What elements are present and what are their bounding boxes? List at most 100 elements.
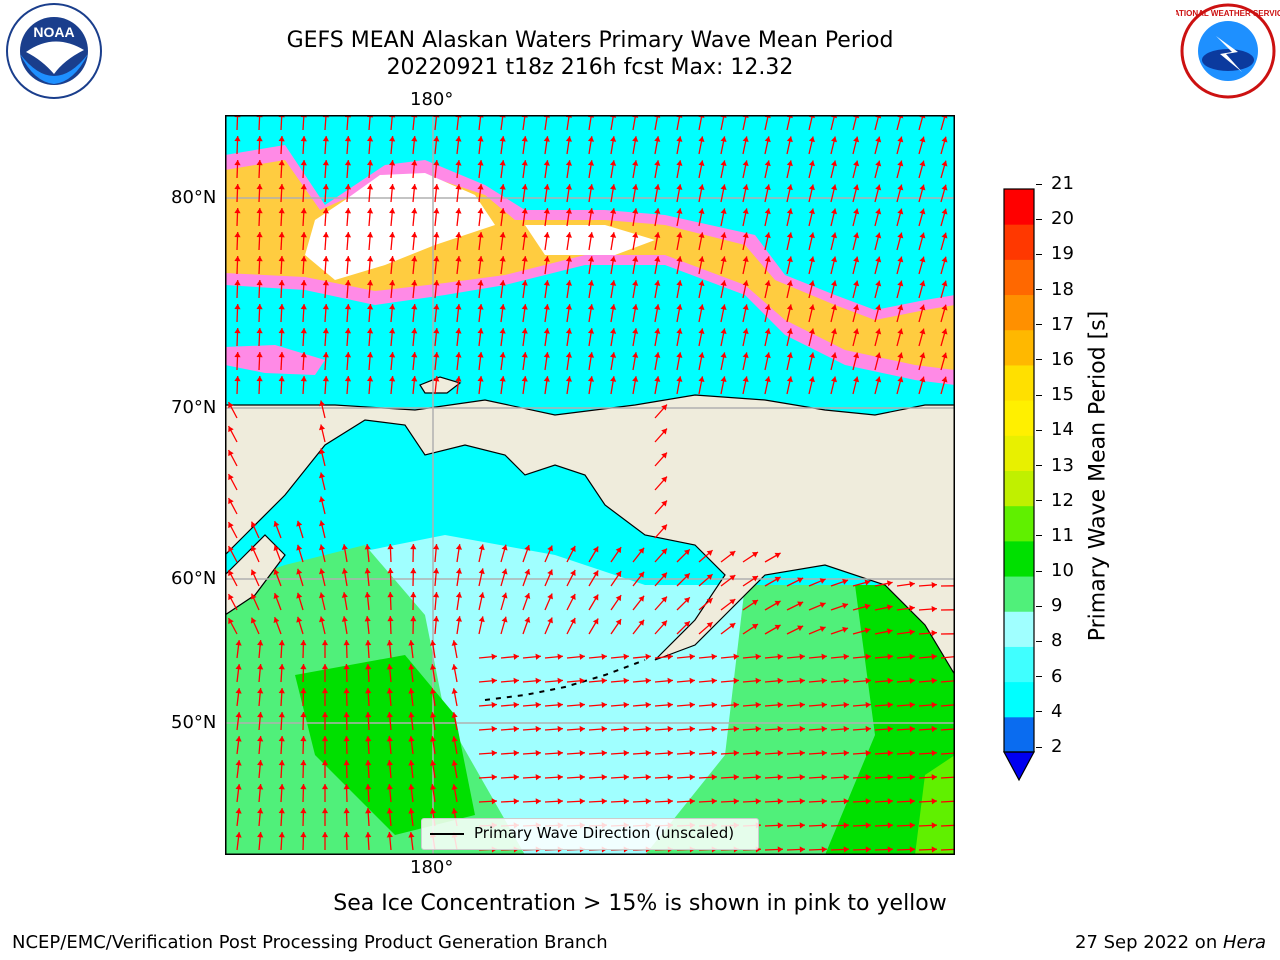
wave-arrow-head bbox=[887, 798, 893, 805]
wave-arrow-head bbox=[777, 653, 783, 660]
wave-arrow-head bbox=[386, 712, 393, 718]
wave-arrow-head bbox=[477, 304, 484, 310]
wave-arrow-head bbox=[543, 160, 550, 166]
wave-arrow-head bbox=[843, 774, 849, 781]
wave-arrow-head bbox=[499, 208, 506, 214]
wave-arrow-head bbox=[234, 376, 241, 382]
wave-arrow-head bbox=[706, 550, 713, 556]
wave-arrow-head bbox=[875, 208, 882, 215]
wave-arrow-head bbox=[521, 232, 528, 238]
wave-direction-arrows bbox=[227, 115, 955, 853]
wave-arrow-head bbox=[366, 376, 374, 382]
wave-arrow-head bbox=[408, 808, 415, 814]
wave-arrow-head bbox=[632, 280, 639, 286]
wave-arrow-head bbox=[777, 798, 783, 805]
wave-arrow-head bbox=[751, 600, 758, 606]
colorbar-tick-label: 20 bbox=[1036, 208, 1074, 229]
wave-arrow-head bbox=[632, 304, 639, 310]
wave-arrow-head bbox=[410, 592, 417, 598]
wave-arrow-head bbox=[742, 136, 749, 143]
wave-arrow-head bbox=[366, 208, 374, 214]
wave-arrow-head bbox=[764, 256, 771, 263]
wave-arrow-head bbox=[842, 626, 849, 633]
wave-arrow-head bbox=[645, 750, 651, 757]
wave-arrow-head bbox=[931, 846, 937, 853]
wave-arrow-head bbox=[689, 725, 695, 733]
wave-arrow-head bbox=[451, 712, 458, 718]
wave-arrow-head bbox=[764, 328, 771, 335]
wave-arrow-head bbox=[661, 524, 667, 531]
wave-arrow-head bbox=[478, 592, 485, 599]
wave-arrow-head bbox=[808, 280, 815, 287]
wave-arrow-head bbox=[278, 280, 285, 286]
wave-arrow-head bbox=[343, 808, 350, 814]
wave-arrow-head bbox=[887, 774, 893, 781]
wave-arrow-head bbox=[565, 280, 572, 286]
wave-arrow-head bbox=[455, 280, 462, 286]
colorbar-block bbox=[1004, 540, 1034, 577]
wave-arrow-head bbox=[321, 640, 329, 646]
wave-arrow-head bbox=[931, 725, 937, 733]
wave-arrow-head bbox=[278, 256, 285, 262]
wave-arrow-head bbox=[587, 280, 595, 286]
wave-arrow-head bbox=[821, 846, 827, 853]
legend-label: Primary Wave Direction (unscaled) bbox=[474, 824, 735, 842]
wave-arrow-head bbox=[645, 701, 651, 709]
wave-arrow-head bbox=[429, 664, 437, 670]
colorbar-tick-label: 15 bbox=[1036, 384, 1074, 405]
wave-arrow-head bbox=[344, 376, 352, 382]
wave-arrow-head bbox=[875, 136, 882, 143]
wave-arrow-head bbox=[278, 160, 285, 166]
colorbar-block bbox=[1004, 189, 1034, 225]
wave-arrow-head bbox=[257, 640, 264, 646]
wave-arrow-head bbox=[875, 232, 882, 239]
wave-arrow-head bbox=[733, 750, 739, 757]
lon-label-top: 180° bbox=[410, 89, 454, 110]
wave-arrow-head bbox=[742, 376, 749, 383]
wave-arrow-head bbox=[676, 208, 683, 214]
wave-arrow-head bbox=[513, 701, 519, 709]
wave-arrow-head bbox=[228, 450, 234, 457]
wave-arrow-head bbox=[676, 160, 683, 166]
wave-arrow-head bbox=[579, 725, 585, 733]
wave-arrow-head bbox=[689, 653, 695, 660]
wave-arrow bbox=[940, 752, 955, 755]
wave-arrow-head bbox=[451, 808, 458, 814]
wave-arrow-head bbox=[864, 627, 871, 634]
wave-arrow-head bbox=[623, 701, 629, 709]
colorbar-tick-label: 21 bbox=[1036, 173, 1074, 194]
wave-arrow-head bbox=[366, 160, 374, 166]
wave-arrow-head bbox=[433, 592, 440, 598]
wave-arrow-head bbox=[610, 256, 617, 262]
wave-arrow-head bbox=[720, 376, 727, 383]
wave-arrow-head bbox=[729, 575, 736, 581]
wave-arrow-head bbox=[864, 603, 871, 610]
wave-arrow-head bbox=[319, 424, 326, 431]
wave-arrow-head bbox=[661, 572, 667, 579]
wave-arrow-head bbox=[300, 280, 307, 286]
wave-arrow-head bbox=[521, 160, 528, 166]
wave-arrow-head bbox=[821, 750, 827, 757]
wave-arrow-head bbox=[587, 328, 595, 334]
wave-arrow-head bbox=[278, 184, 285, 190]
wave-arrow-head bbox=[451, 664, 458, 670]
wave-arrow-head bbox=[601, 701, 607, 709]
wave-arrow-head bbox=[919, 280, 926, 287]
wave-arrow-head bbox=[755, 798, 761, 805]
wave-arrow-head bbox=[645, 725, 651, 733]
wave-arrow-head bbox=[408, 736, 415, 742]
wave-arrow-head bbox=[344, 328, 352, 334]
wave-arrow-head bbox=[897, 208, 904, 215]
wave-arrow-head bbox=[742, 232, 749, 239]
wave-arrow-head bbox=[535, 798, 541, 805]
wave-arrow-head bbox=[786, 352, 793, 359]
wave-arrow-head bbox=[720, 280, 727, 287]
wave-arrow-head bbox=[513, 677, 519, 684]
wave-arrow-head bbox=[587, 208, 595, 214]
wave-arrow-head bbox=[501, 544, 508, 551]
wave-arrow-head bbox=[296, 544, 303, 551]
wave-arrow-head bbox=[579, 798, 585, 805]
wave-arrow-head bbox=[919, 184, 926, 191]
wave-arrow-head bbox=[386, 760, 393, 766]
wave-arrow-head bbox=[343, 736, 350, 742]
